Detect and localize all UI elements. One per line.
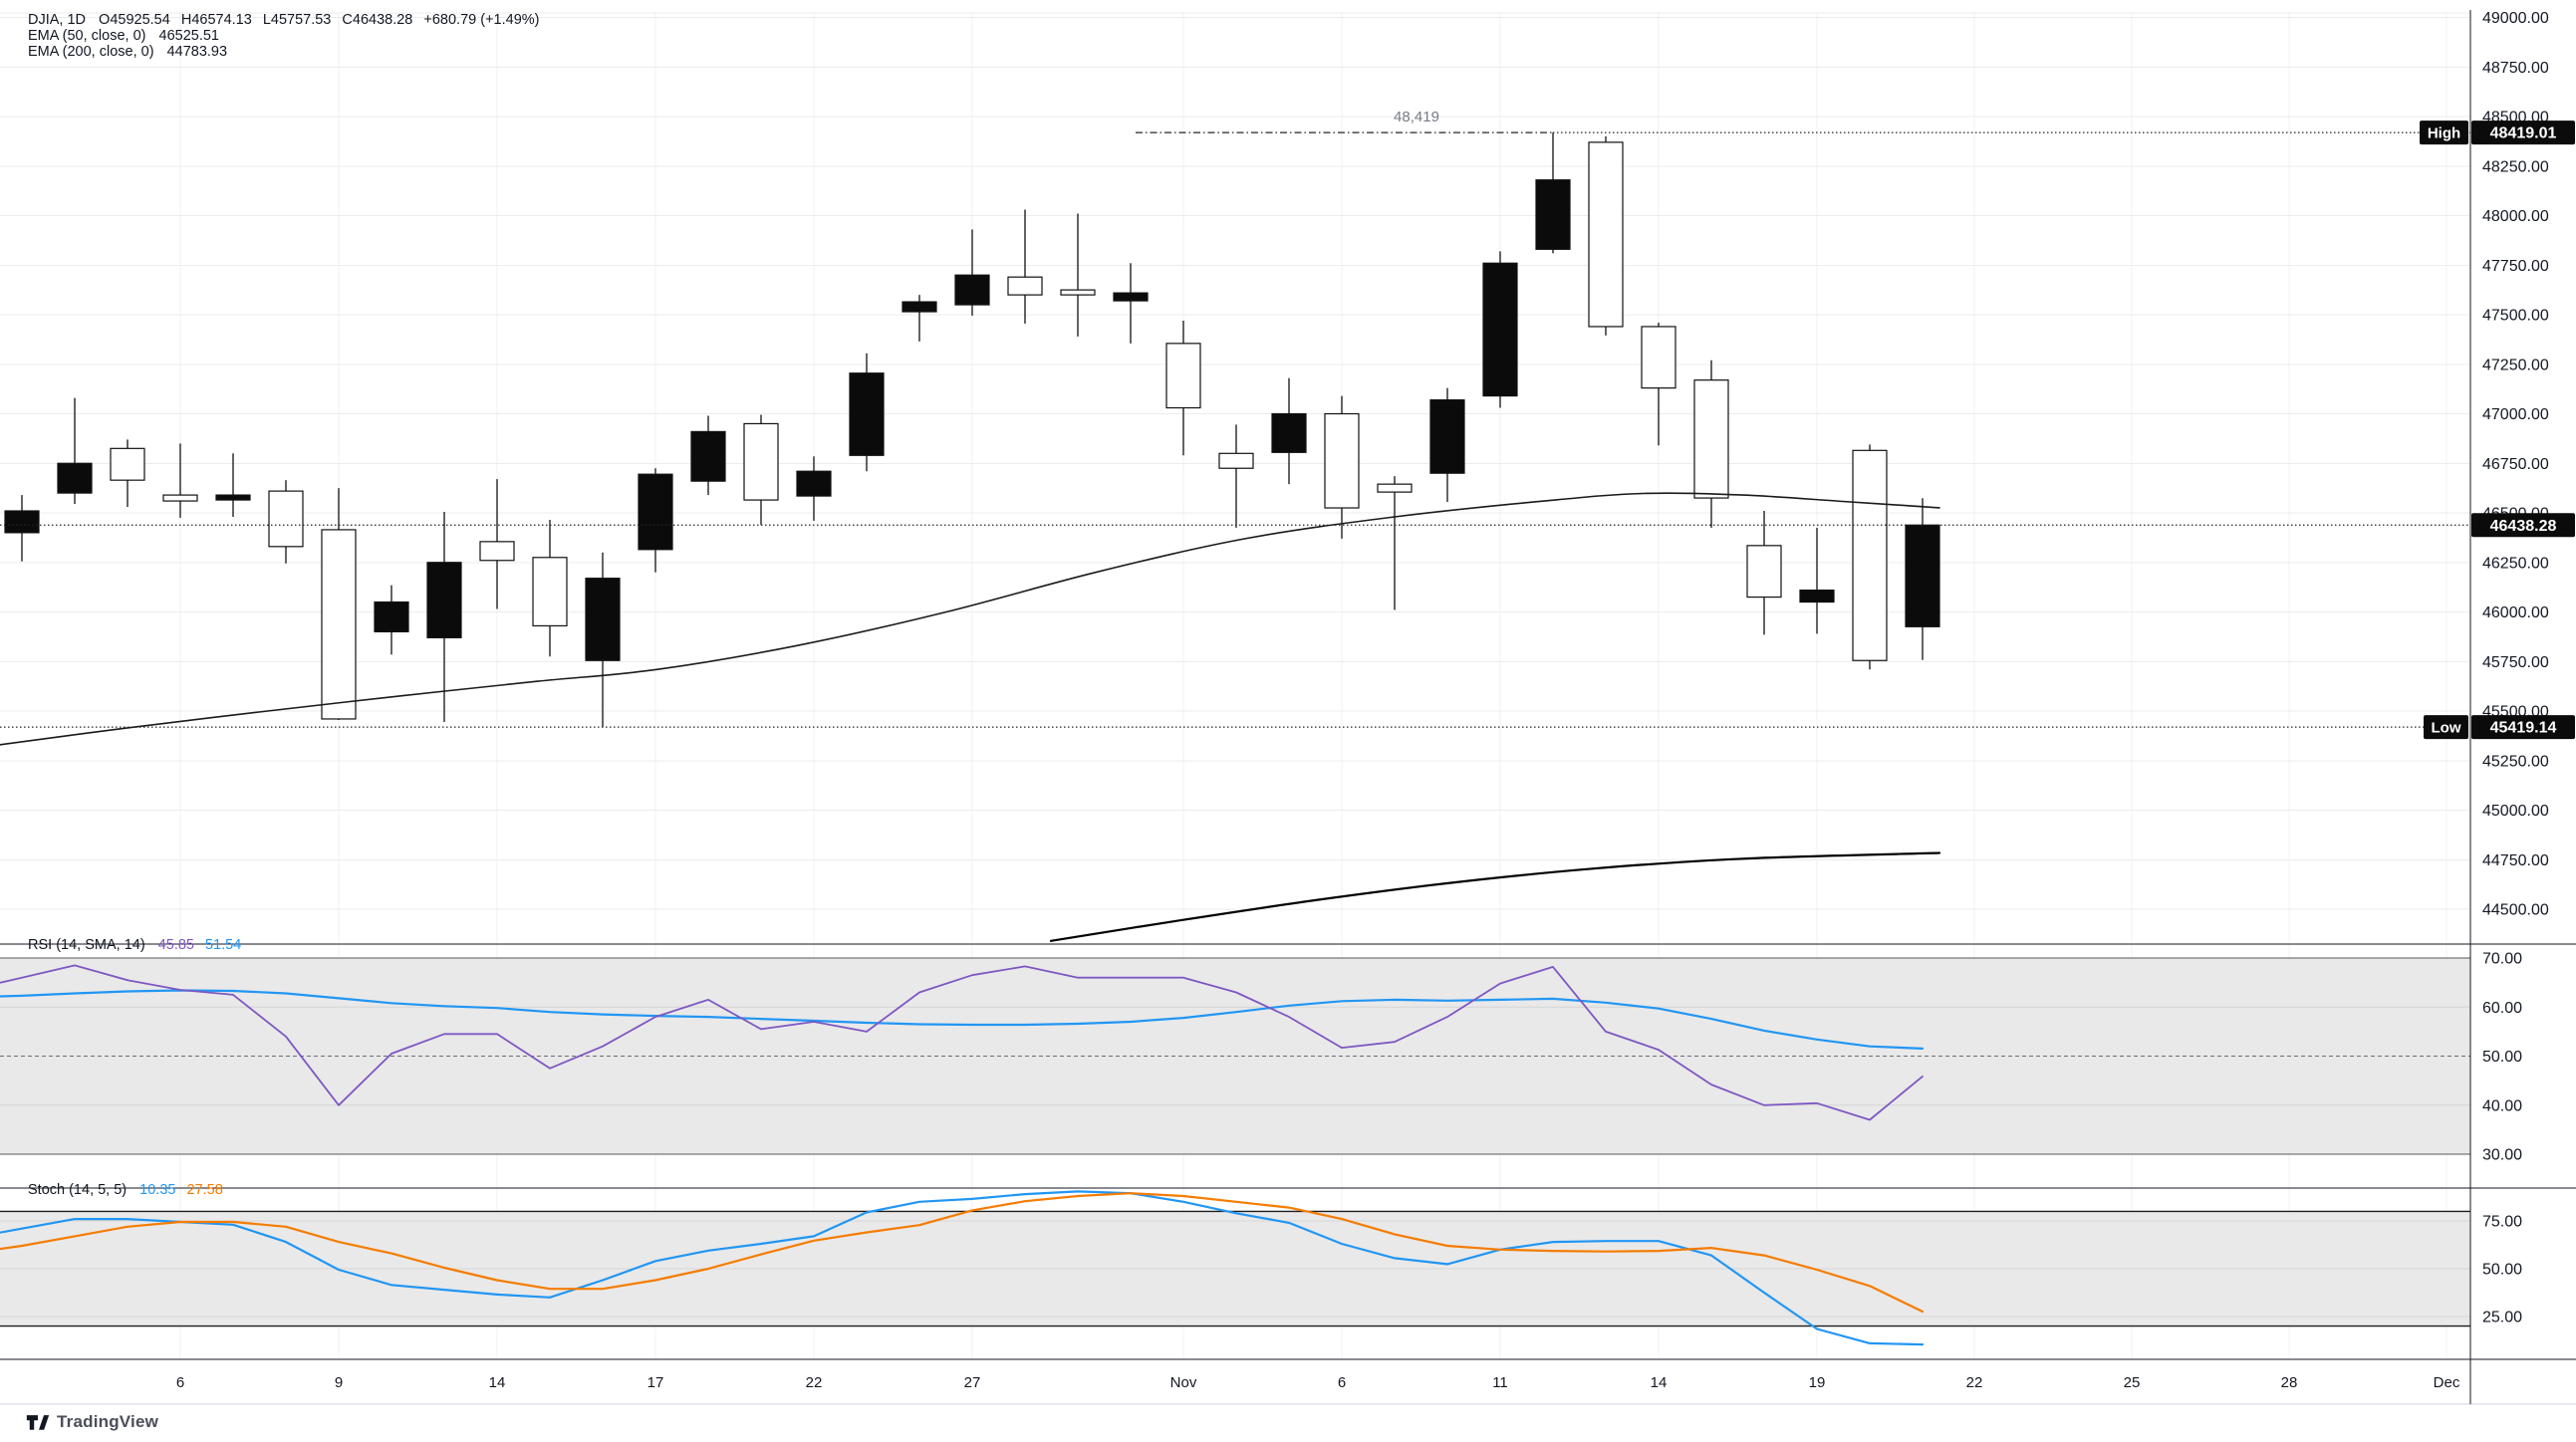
- ema200-value: 44783.93: [166, 44, 228, 60]
- time-tick-label: 14: [489, 1374, 506, 1391]
- time-tick-label: Dec: [2434, 1374, 2460, 1391]
- stoch-d-value: 27.58: [186, 1182, 223, 1198]
- time-tick-label: 6: [1338, 1374, 1346, 1391]
- ema-200-line: [1049, 851, 1941, 942]
- time-tick-label: 22: [806, 1374, 823, 1391]
- price-tick-label: 48000.00: [2482, 208, 2549, 225]
- symbol-legend-row[interactable]: DJIA, 1D O45925.54 H46574.13 L45757.53 C…: [28, 12, 548, 28]
- rsi-pane[interactable]: [0, 957, 2470, 1155]
- ema50-legend-row[interactable]: EMA (50, close, 0) 46525.51: [28, 28, 548, 44]
- ema-lines[interactable]: [0, 492, 1941, 942]
- ohlc-close: C46438.28: [342, 12, 413, 28]
- stoch-pane[interactable]: [0, 1190, 2470, 1346]
- svg-text:45419.14: 45419.14: [2490, 720, 2557, 737]
- time-tick-label: 28: [2281, 1374, 2298, 1391]
- low-chip: [2424, 715, 2468, 740]
- stoch-k-line: [0, 1190, 1925, 1346]
- tradingview-attribution[interactable]: TradingView: [26, 1410, 158, 1434]
- time-tick-label: 19: [1809, 1374, 1826, 1391]
- rsi-line: [0, 964, 1924, 1121]
- time-tick-label: 11: [1492, 1374, 1508, 1391]
- rsi-tick-label: 70.00: [2482, 951, 2522, 968]
- high-price-annotation: 48,419: [1394, 109, 1439, 125]
- stoch-k-value: 10.35: [139, 1182, 176, 1198]
- last-price-badge: [2471, 513, 2575, 538]
- ohlc-open: O45925.54: [99, 12, 170, 28]
- rsi-legend[interactable]: RSI (14, SMA, 14) 45.85 51.54: [28, 937, 250, 953]
- price-tick-label: 44500.00: [2482, 902, 2549, 919]
- low-value-badge: [2471, 715, 2575, 740]
- stoch-tick-label: 25.00: [2482, 1310, 2522, 1326]
- time-tick-label: Nov: [1170, 1374, 1197, 1391]
- svg-text:High: High: [2428, 125, 2460, 142]
- price-axis[interactable]: 44500.0044750.0045000.0045250.0045500.00…: [2469, 10, 2549, 1404]
- rsi-label: RSI (14, SMA, 14): [28, 937, 145, 953]
- rsi-tick-label: 40.00: [2482, 1097, 2522, 1114]
- price-tick-label: 47500.00: [2482, 308, 2549, 325]
- candlestick-series[interactable]: [4, 132, 1940, 728]
- main-legend[interactable]: DJIA, 1D O45925.54 H46574.13 L45757.53 C…: [28, 12, 548, 60]
- rsi-sma-value: 51.54: [205, 937, 242, 953]
- time-axis[interactable]: 6 9 14 17 22 27 Nov 6 11 14 19 22 25 28 Dec: [176, 1374, 2460, 1391]
- stoch-tick-label: 75.00: [2482, 1214, 2522, 1231]
- price-level-lines: [0, 131, 2470, 728]
- price-tick-label: 48250.00: [2482, 158, 2549, 175]
- stoch-label: Stoch (14, 5, 5): [28, 1182, 128, 1198]
- pane-separators[interactable]: [0, 943, 2576, 1405]
- stoch-legend[interactable]: Stoch (14, 5, 5) 10.35 27.58: [28, 1182, 232, 1198]
- price-tick-label: 46250.00: [2482, 555, 2549, 572]
- svg-text:Low: Low: [2432, 720, 2461, 737]
- ema50-label: EMA (50, close, 0): [28, 28, 146, 44]
- price-tick-label: 46750.00: [2482, 456, 2549, 473]
- price-tick-label: 46000.00: [2482, 604, 2549, 621]
- price-tick-label: 45250.00: [2482, 753, 2549, 770]
- rsi-sma-line: [0, 989, 1925, 1050]
- price-tick-label: 47250.00: [2482, 357, 2549, 373]
- ohlc-low: L45757.53: [262, 12, 332, 28]
- time-tick-label: 25: [2124, 1374, 2141, 1391]
- time-tick-label: 17: [647, 1374, 664, 1391]
- rsi-tick-label: 60.00: [2482, 1000, 2522, 1017]
- tradingview-logo-text: TradingView: [57, 1412, 159, 1431]
- rsi-value: 45.85: [157, 937, 194, 953]
- price-tick-label: 45750.00: [2482, 654, 2549, 671]
- high-value-badge: [2471, 120, 2575, 145]
- tradingview-logo-icon: [26, 1415, 50, 1430]
- gridlines: [0, 12, 2470, 1359]
- rsi-tick-label: 30.00: [2482, 1147, 2522, 1164]
- time-tick-label: 27: [964, 1374, 981, 1391]
- price-tick-label: 45000.00: [2482, 803, 2549, 820]
- ema-50-line: [0, 492, 1940, 746]
- symbol-title: DJIA, 1D: [28, 12, 87, 28]
- price-tick-label: 47000.00: [2482, 406, 2549, 423]
- time-tick-label: 6: [176, 1374, 184, 1391]
- price-tick-label: 44750.00: [2482, 852, 2549, 869]
- axis-badges: High 48419.01 Low 45419.14 46438.28: [2420, 120, 2575, 740]
- ohlc-high: H46574.13: [180, 12, 252, 28]
- stoch-d-line: [0, 1192, 1925, 1314]
- ema50-value: 46525.51: [158, 28, 219, 44]
- svg-text:46438.28: 46438.28: [2490, 518, 2557, 535]
- svg-text:48419.01: 48419.01: [2490, 125, 2557, 142]
- ohlc-change: +680.79 (+1.49%): [423, 12, 540, 28]
- price-tick-label: 48750.00: [2482, 60, 2549, 77]
- rsi-tick-label: 50.00: [2482, 1049, 2522, 1066]
- time-tick-label: 22: [1966, 1374, 1983, 1391]
- time-tick-label: 14: [1651, 1374, 1668, 1391]
- high-chip: [2420, 120, 2468, 145]
- price-tick-label: 47750.00: [2482, 258, 2549, 275]
- stoch-tick-label: 50.00: [2482, 1262, 2522, 1279]
- time-tick-label: 9: [335, 1374, 343, 1391]
- ema200-label: EMA (200, close, 0): [28, 44, 154, 60]
- ema200-legend-row[interactable]: EMA (200, close, 0) 44783.93: [28, 44, 548, 60]
- price-tick-label: 49000.00: [2482, 10, 2549, 27]
